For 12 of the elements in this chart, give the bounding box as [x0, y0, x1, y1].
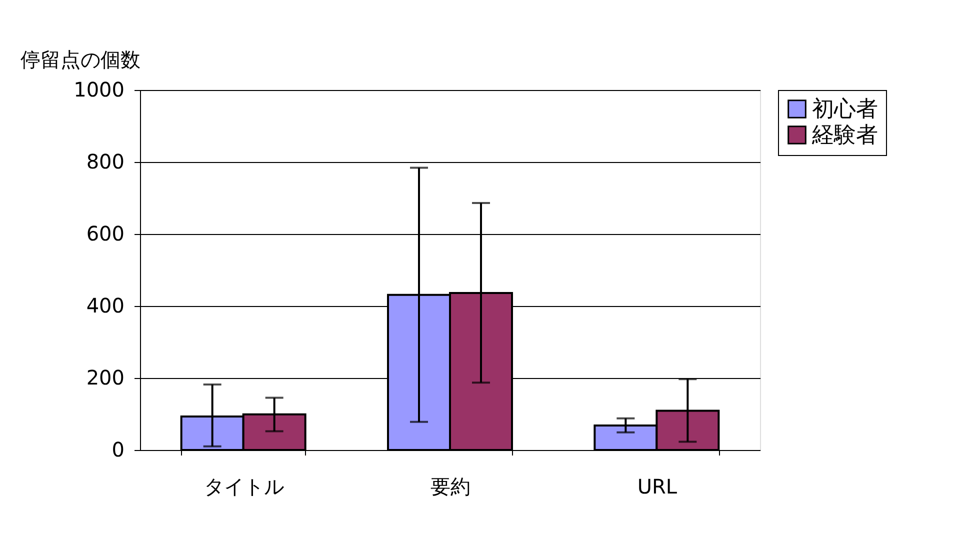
y-tick-label: 1000 — [74, 78, 124, 102]
y-tick-label: 800 — [86, 150, 124, 174]
x-tick-label: タイトル — [204, 474, 284, 498]
y-axis-title: 停留点の個数 — [20, 48, 140, 72]
legend-label: 初心者 — [812, 97, 878, 122]
x-tick-label: URL — [637, 474, 678, 498]
y-tick-label: 0 — [112, 438, 124, 462]
y-tick-label: 200 — [86, 366, 124, 390]
x-tick-label: 要約 — [430, 474, 470, 498]
y-tick-label: 400 — [86, 294, 124, 318]
legend-label: 経験者 — [811, 123, 878, 148]
y-tick-label: 600 — [86, 222, 124, 246]
